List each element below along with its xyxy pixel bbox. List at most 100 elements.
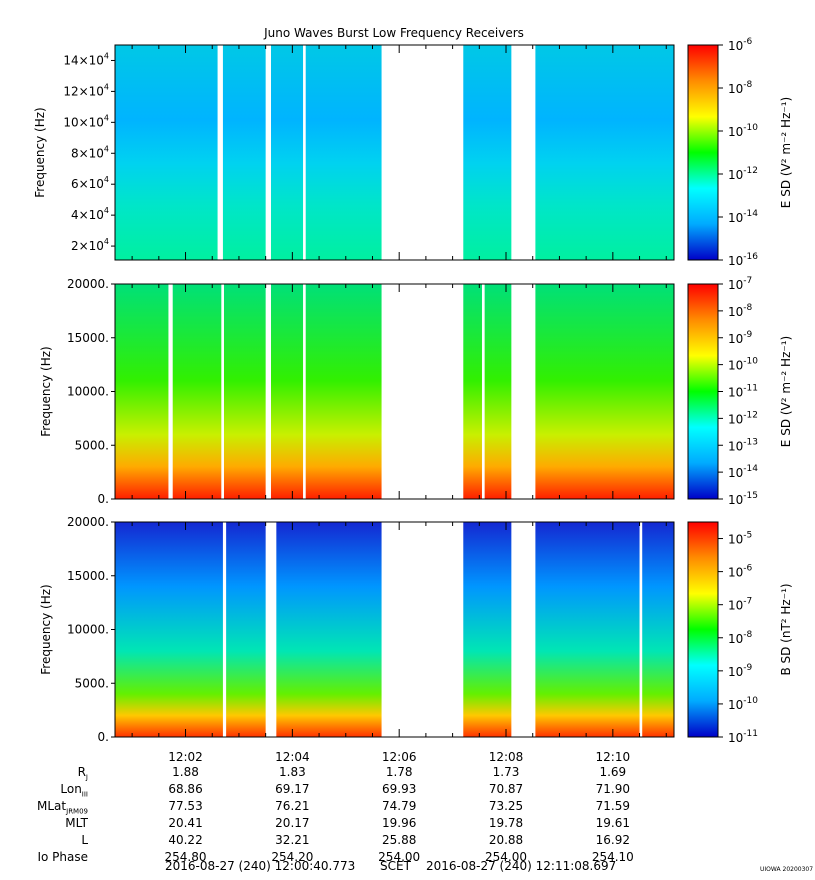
colorbar-tick-label: 10-9 bbox=[728, 663, 753, 679]
ephemeris-row: Io Phase 254.80 254.20 254.00 254.00 254.10 bbox=[0, 850, 815, 866]
ephemeris-value: 73.25 bbox=[488, 799, 524, 813]
ephemeris-row-label: RJ bbox=[77, 765, 88, 782]
colorbar-tick-label: 10-6 bbox=[728, 37, 753, 53]
ephemeris-value: 77.53 bbox=[168, 799, 203, 813]
y-tick-label: 2×104 bbox=[71, 237, 109, 253]
panel-1: 14×104 12×104 10×104 8×104 6×104 4×104 2×104 Fr… bbox=[33, 37, 793, 268]
ephemeris-row: L 40.22 32.21 25.88 20.88 16.92 bbox=[0, 833, 815, 849]
ephemeris-value: 20.17 bbox=[275, 816, 310, 830]
ephemeris-value: 69.93 bbox=[381, 782, 417, 796]
data-gap bbox=[217, 45, 223, 260]
colorbar-tick-label: 10-14 bbox=[728, 464, 758, 480]
figure-title: Juno Waves Burst Low Frequency Receivers bbox=[263, 26, 524, 40]
ephemeris-value: 32.21 bbox=[275, 833, 310, 847]
ephemeris-value: 68.86 bbox=[168, 782, 203, 796]
ephemeris-value: 74.79 bbox=[381, 799, 417, 813]
ephemeris-row-label: Io Phase bbox=[37, 850, 88, 864]
y-tick-label: 10×104 bbox=[63, 113, 109, 129]
ephemeris-row-label: LonIII bbox=[60, 782, 88, 799]
colorbar-label: B SD (nT² Hz⁻¹) bbox=[779, 583, 793, 675]
colorbar-label: E SD (V² m⁻² Hz⁻¹) bbox=[779, 97, 793, 208]
ephemeris-value: 70.87 bbox=[488, 782, 524, 796]
colorbar: 10-6 10-8 10-10 10-12 10-14 10-16 E SD (V² m⁻²… bbox=[687, 37, 793, 268]
colorbar: 10-7 10-8 10-9 10-10 10-11 10-12 10-13 10-14 10-… bbox=[687, 276, 793, 507]
ephemeris-value: 20.41 bbox=[168, 816, 203, 830]
ephemeris-row: MLT 20.41 20.17 19.96 19.78 19.61 bbox=[0, 816, 815, 832]
y-tick-label: 5000. bbox=[75, 438, 109, 452]
ephemeris-value: 254.20 bbox=[271, 850, 314, 864]
data-gap bbox=[639, 522, 643, 737]
footer-end-time: 2016-08-27 (240) 12:11:08.697 bbox=[426, 859, 617, 873]
colorbar-tick-label: 10-13 bbox=[728, 437, 758, 453]
data-gap bbox=[168, 284, 173, 499]
colorbar-tick-label: 10-10 bbox=[728, 357, 758, 373]
colorbar-tick-label: 10-8 bbox=[728, 303, 753, 319]
data-gap bbox=[265, 522, 277, 737]
ephemeris-value: 20.88 bbox=[488, 833, 524, 847]
data-gap bbox=[511, 284, 536, 499]
credit-label: UIOWA 20200307 bbox=[760, 866, 814, 873]
ephemeris-value: 254.00 bbox=[485, 850, 527, 864]
ephemeris-value: 1.73 bbox=[492, 765, 520, 779]
colorbar-tick-label: 10-8 bbox=[728, 80, 753, 96]
data-gap bbox=[381, 284, 464, 499]
y-tick-label: 8×104 bbox=[71, 144, 109, 160]
colorbar-tick-label: 10-11 bbox=[728, 384, 758, 400]
y-tick-label: 15000. bbox=[67, 569, 109, 583]
ephemeris-value: 254.10 bbox=[591, 850, 634, 864]
colorbar-tick-label: 10-7 bbox=[728, 597, 752, 613]
y-tick-label: 20000. bbox=[67, 277, 109, 291]
y-tick-label: 20000. bbox=[67, 515, 109, 529]
colorbar-tick-label: 10-7 bbox=[728, 276, 752, 292]
data-gap bbox=[265, 284, 271, 499]
data-gap bbox=[481, 284, 485, 499]
y-tick-label: 0. bbox=[98, 730, 109, 744]
ephemeris-row-label: L bbox=[81, 833, 88, 847]
colorbar-label: E SD (V² m⁻² Hz⁻¹) bbox=[779, 336, 793, 447]
ephemeris-row: MLatJRM09 77.53 76.21 74.79 73.25 71.59 bbox=[0, 799, 815, 815]
colorbar-tick-label: 10-5 bbox=[728, 531, 752, 547]
y-tick-label: 5000. bbox=[75, 676, 109, 690]
data-gap bbox=[381, 45, 464, 260]
ephemeris-value: 71.59 bbox=[595, 799, 630, 813]
y-axis-label: Frequency (Hz) bbox=[39, 346, 53, 437]
x-tick-label: 12:06 bbox=[382, 750, 417, 764]
y-tick-label: 6×104 bbox=[71, 175, 109, 191]
colorbar-tick-label: 10-11 bbox=[728, 729, 758, 745]
data-gap bbox=[221, 284, 224, 499]
y-tick-label: 10000. bbox=[67, 385, 109, 399]
ephemeris-value: 254.80 bbox=[164, 850, 207, 864]
ephemeris-row: RJ 1.88 1.83 1.78 1.73 1.69 bbox=[0, 765, 815, 781]
x-tick-label: 12:04 bbox=[275, 750, 310, 764]
colorbar-tick-label: 10-12 bbox=[728, 166, 758, 182]
plot-frame bbox=[114, 44, 675, 261]
data-gap bbox=[303, 284, 306, 499]
footer-scet-label: SCET bbox=[380, 859, 411, 873]
data-gap bbox=[381, 522, 464, 737]
ephemeris-value: 19.61 bbox=[595, 816, 630, 830]
ephemeris-value: 71.90 bbox=[595, 782, 630, 796]
y-tick-label: 4×104 bbox=[71, 206, 109, 222]
y-tick-label: 12×104 bbox=[63, 82, 109, 98]
colorbar-tick-label: 10-12 bbox=[728, 410, 758, 426]
y-tick-label: 15000. bbox=[67, 331, 109, 345]
ephemeris-value: 76.21 bbox=[275, 799, 310, 813]
ephemeris-value: 19.96 bbox=[381, 816, 417, 830]
ephemeris-value: 1.69 bbox=[599, 765, 627, 779]
data-gap bbox=[303, 45, 306, 260]
ephemeris-value: 1.88 bbox=[172, 765, 199, 779]
colorbar-tick-label: 10-8 bbox=[728, 630, 753, 646]
ephemeris-value: 254.00 bbox=[378, 850, 421, 864]
colorbar-tick-label: 10-16 bbox=[728, 252, 758, 268]
ephemeris-row-label: MLT bbox=[65, 816, 88, 830]
ephemeris-value: 19.78 bbox=[488, 816, 524, 830]
y-tick-label: 10000. bbox=[67, 623, 109, 637]
y-axis-label: Frequency (Hz) bbox=[33, 107, 47, 198]
ephemeris-value: 69.17 bbox=[275, 782, 310, 796]
colorbar: 10-5 10-6 10-7 10-8 10-9 10-10 10-11 B SD (nT² … bbox=[687, 521, 793, 745]
data-gap bbox=[511, 522, 536, 737]
ephemeris-value: 1.78 bbox=[385, 765, 413, 779]
colorbar-tick-label: 10-10 bbox=[728, 696, 758, 712]
y-tick-label: 0. bbox=[98, 492, 109, 506]
ephemeris-row-label: MLatJRM09 bbox=[37, 799, 88, 816]
